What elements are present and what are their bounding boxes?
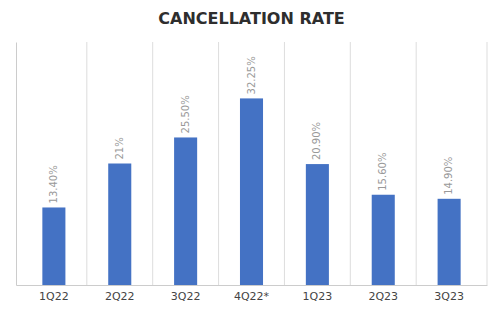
data-label: 25.50%: [180, 95, 191, 133]
x-tick-label: 1Q23: [303, 290, 333, 303]
separator: [86, 42, 87, 285]
x-tick-label: 2Q22: [105, 290, 135, 303]
separator: [152, 42, 153, 285]
x-axis: 1Q22 2Q22 3Q22 4Q22* 1Q23 2Q23 3Q23: [17, 285, 488, 303]
bar: [240, 98, 263, 285]
title: CANCELLATION RATE: [158, 9, 344, 28]
x-tick: 1Q22: [39, 285, 69, 303]
bar: [42, 207, 65, 285]
data-label: 13.40%: [48, 165, 59, 203]
separator: [350, 42, 351, 285]
data-label: 14.90%: [443, 157, 454, 195]
separators: [87, 42, 487, 285]
x-tick: 1Q23: [303, 285, 333, 303]
x-tick: 2Q22: [105, 285, 135, 303]
data-label: 20.90%: [311, 122, 322, 160]
data-label: 32.25%: [246, 56, 257, 94]
bars: [42, 98, 460, 285]
x-tick: 3Q22: [171, 285, 201, 303]
separator: [218, 42, 219, 285]
x-tick-label: 3Q23: [434, 290, 464, 303]
separator: [284, 42, 285, 285]
y-axis-line: [16, 43, 17, 286]
x-tick-label: 2Q23: [368, 290, 398, 303]
data-labels: 13.40% 21% 25.50% 32.25% 20.90% 15.60% 14.90%: [48, 56, 454, 203]
bar: [108, 164, 131, 286]
bar: [438, 199, 461, 285]
separator: [416, 42, 417, 285]
chart: CANCELLATION RATE 13.40% 21% 25.50% 32.25% 20…: [0, 0, 503, 315]
bar: [372, 195, 395, 285]
right-border: [487, 42, 488, 285]
bar: [306, 164, 329, 285]
x-axis-line: [17, 285, 488, 286]
bar: [174, 137, 197, 285]
data-label: 15.60%: [377, 153, 388, 191]
x-tick: 4Q22*: [234, 285, 270, 303]
x-tick-label: 4Q22*: [234, 290, 270, 303]
x-tick-label: 3Q22: [171, 290, 201, 303]
data-label: 21%: [114, 137, 125, 159]
y-axis: [16, 43, 17, 286]
x-tick: 2Q23: [368, 285, 398, 303]
x-tick-label: 1Q22: [39, 290, 69, 303]
x-tick: 3Q23: [434, 285, 464, 303]
